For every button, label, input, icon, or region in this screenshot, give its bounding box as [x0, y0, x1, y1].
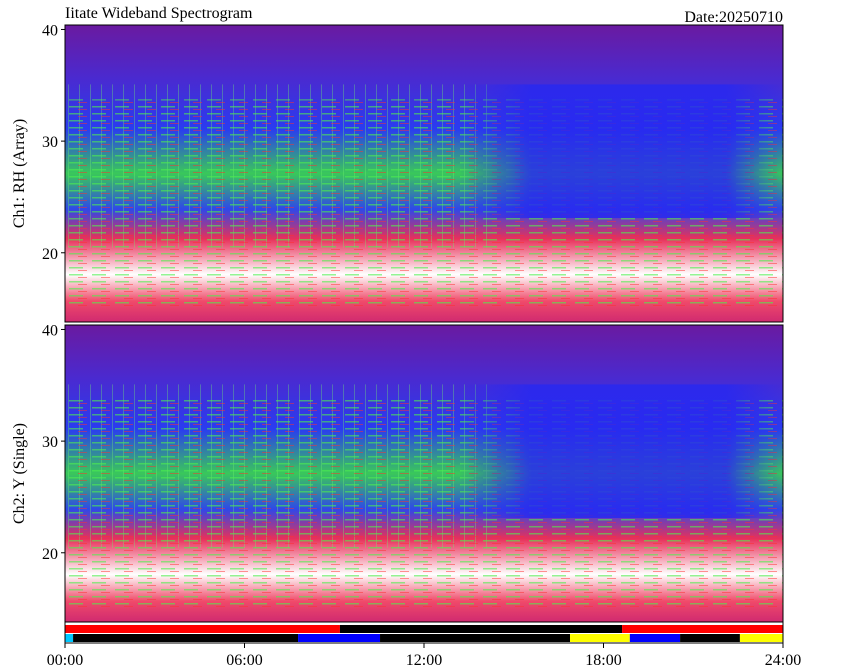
status-segment: [380, 634, 570, 642]
x-tick-label: 18:00: [585, 652, 621, 668]
y-tick-label: 30: [42, 434, 58, 451]
y-tick-label: 20: [42, 246, 58, 263]
status-segment: [680, 634, 740, 642]
status-segment: [73, 634, 299, 642]
x-tick-label: 06:00: [226, 652, 262, 668]
status-segment: [298, 634, 381, 642]
status-segment: [65, 634, 74, 642]
date-label: Date:20250710: [684, 9, 783, 26]
y-axis-label: Ch2: Y (Single): [11, 423, 28, 524]
panel-frame: [64, 24, 784, 323]
x-tick-label: 24:00: [765, 652, 801, 668]
status-segment: [569, 634, 630, 642]
chart-title: Iitate Wideband Spectrogram: [65, 5, 253, 22]
status-segment: [739, 634, 783, 642]
status-segment: [65, 625, 340, 633]
y-axis-label: Ch1: RH (Array): [11, 119, 28, 228]
status-segment: [629, 634, 681, 642]
spectrogram-quiet: [65, 84, 783, 219]
y-tick-label: 40: [42, 22, 58, 39]
status-segment: [622, 625, 783, 633]
y-tick-label: 30: [42, 134, 58, 151]
y-tick-label: 40: [42, 322, 58, 339]
spectrogram-quiet: [65, 384, 783, 519]
y-tick-label: 20: [42, 546, 58, 563]
x-tick-label: 12:00: [406, 652, 442, 668]
status-segment: [339, 625, 623, 633]
x-tick-label: 00:00: [47, 652, 83, 668]
